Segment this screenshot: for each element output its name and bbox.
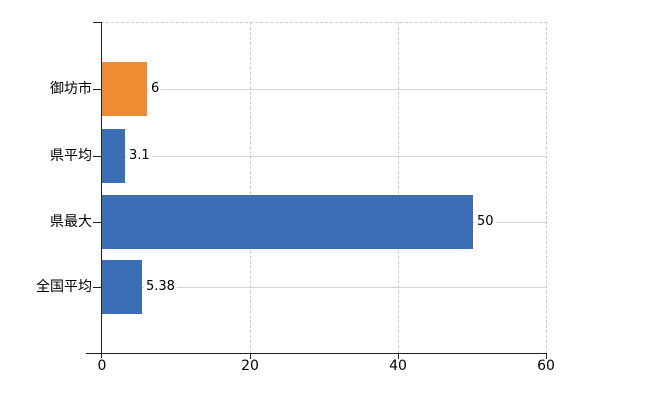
bar-national-average [102,260,142,314]
value-label: 6 [149,62,162,116]
plot-top-border [101,22,547,23]
y-axis-tick [93,156,101,157]
x-axis-line [86,353,547,354]
value-leader-line [125,156,546,157]
y-axis-tick [93,222,101,223]
y-axis-top-tick [93,22,101,23]
bar-row-gobo-city: 御坊市 6 [0,62,547,116]
vertical-gridline-60 [546,22,547,353]
category-label: 御坊市 [50,81,92,97]
value-leader-line [142,287,546,288]
x-axis-tick-40 [398,354,399,359]
vertical-gridline-20 [250,22,251,353]
value-label: 50 [475,195,496,249]
value-label: 5.38 [144,260,177,314]
bar-row-national-average: 全国平均 5.38 [0,260,547,314]
bar-prefecture-max [102,195,473,249]
y-axis-tick [93,287,101,288]
value-leader-line [147,89,546,90]
y-axis-line [101,22,102,358]
bar-gobo-city [102,62,147,116]
y-axis-tick [93,89,101,90]
category-label: 県最大 [50,214,92,230]
bar-row-prefecture-average: 県平均 3.1 [0,129,547,183]
x-axis-tick-60 [546,354,547,359]
x-axis-tick-20 [250,354,251,359]
category-label: 全国平均 [36,279,92,295]
value-leader-line [473,222,546,223]
x-tick-label: 20 [241,358,259,374]
x-tick-label: 60 [537,358,555,374]
bar-row-prefecture-max: 県最大 50 [0,195,547,249]
bar-prefecture-average [102,129,125,183]
x-tick-label: 0 [97,358,107,374]
value-label: 3.1 [127,129,152,183]
vertical-gridline-40 [398,22,399,353]
category-label: 県平均 [50,148,92,164]
x-tick-label: 40 [389,358,407,374]
